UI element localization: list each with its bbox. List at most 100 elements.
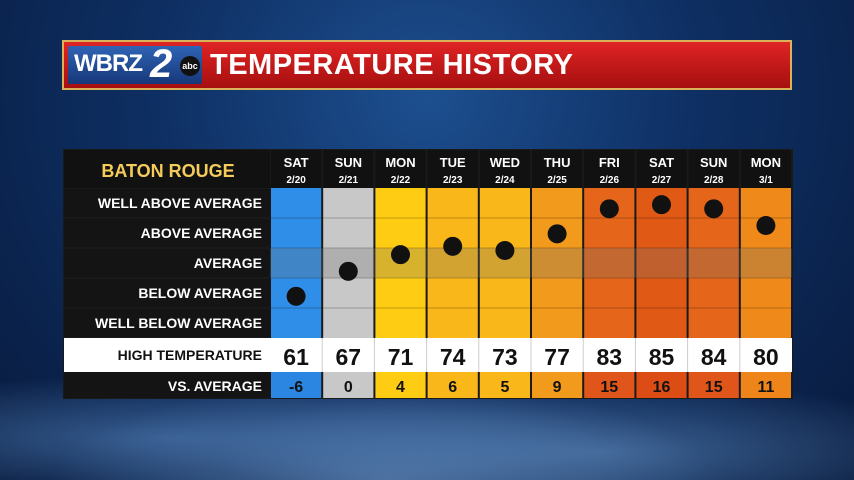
anomaly-dot: [391, 245, 410, 265]
vs-average-cell: [636, 372, 687, 398]
high-temperature-value: 71: [388, 344, 414, 370]
date-label: 2/28: [704, 175, 724, 186]
date-label: 2/26: [600, 175, 620, 186]
day-column: [532, 188, 583, 338]
day-header-cell: [740, 150, 791, 188]
anomaly-dot: [756, 216, 776, 235]
day-header-cell: [323, 150, 374, 188]
page-title: TEMPERATURE HISTORY: [210, 49, 574, 81]
date-label: 3/1: [759, 175, 773, 186]
vs-average-cell: [688, 372, 739, 398]
anomaly-dot: [547, 224, 567, 244]
cell-divider: [739, 338, 741, 372]
date-label: 2/21: [339, 175, 359, 186]
high-temperature-value: 73: [492, 344, 518, 370]
row-separator: [270, 217, 792, 219]
vs-average-value: 6: [448, 379, 457, 396]
cell-divider: [530, 338, 532, 372]
cell-divider: [687, 338, 689, 372]
vs-average-cell: [271, 372, 322, 398]
row-label-cell: [64, 279, 270, 307]
high-temperature-value: 77: [544, 344, 570, 370]
row-label-cell: [64, 249, 270, 277]
row-label: BELOW AVERAGE: [138, 285, 262, 301]
high-temperature-value: 83: [597, 344, 623, 370]
anomaly-dot: [338, 261, 358, 281]
row-separator: [270, 247, 792, 249]
day-label: FRI: [599, 155, 620, 170]
cell-divider: [426, 338, 428, 372]
vs-average-cell: [479, 372, 530, 398]
vs-average-value: 0: [344, 379, 353, 396]
vs-average-value: 9: [553, 379, 562, 396]
high-temperature-value: 84: [701, 344, 727, 370]
day-header-cell: [532, 150, 583, 188]
vs-average-label: VS. AVERAGE: [168, 378, 262, 394]
high-temperature-row: [64, 338, 792, 372]
row-label-cell: [64, 309, 270, 337]
network-logo-icon: abc: [180, 56, 200, 76]
vs-average-cell: [375, 372, 426, 398]
location-header-cell: [64, 150, 270, 188]
vs-average-value: 15: [600, 379, 618, 396]
day-label: WED: [490, 155, 520, 170]
high-temperature-value: 67: [336, 344, 362, 370]
row-label-cell: [64, 189, 270, 217]
day-header-cell: [271, 150, 322, 188]
high-temperature-label: HIGH TEMPERATURE: [118, 347, 262, 363]
anomaly-dot: [286, 286, 306, 306]
high-temperature-value: 80: [753, 344, 779, 370]
day-header-cell: [584, 150, 635, 188]
location-label: BATON ROUGE: [101, 161, 234, 181]
vs-average-cell: [323, 372, 374, 398]
vs-average-value: 15: [705, 379, 723, 396]
station-logo: WBRZ 2 abc: [68, 42, 202, 86]
day-label: SAT: [284, 155, 309, 170]
date-label: 2/25: [547, 175, 567, 186]
row-label: WELL BELOW AVERAGE: [95, 315, 262, 331]
anomaly-dot: [443, 236, 463, 256]
vs-average-label-cell: [64, 372, 270, 398]
day-label: MON: [385, 155, 415, 170]
day-header-cell: [636, 150, 687, 188]
vs-average-value: -6: [289, 379, 303, 396]
row-separator: [270, 277, 792, 279]
vs-average-value: 4: [396, 379, 405, 396]
row-label: WELL ABOVE AVERAGE: [98, 195, 262, 211]
date-label: 2/23: [443, 175, 463, 186]
day-column: [740, 188, 791, 338]
day-header-cell: [427, 150, 478, 188]
row-separator: [270, 307, 792, 309]
vs-average-value: 11: [757, 379, 774, 396]
cell-divider: [321, 338, 323, 372]
cell-divider: [478, 338, 480, 372]
day-header-cell: [688, 150, 739, 188]
logo-number: 2: [150, 42, 173, 86]
date-label: 2/22: [391, 175, 411, 186]
anomaly-dot: [495, 241, 515, 260]
anomaly-dot: [704, 199, 724, 219]
day-label: SUN: [700, 155, 727, 170]
day-label: MON: [751, 155, 781, 170]
high-temperature-value: 74: [440, 344, 466, 370]
anomaly-dot: [652, 195, 671, 215]
cell-divider: [582, 338, 584, 372]
day-label: THU: [544, 155, 571, 170]
day-column: [479, 188, 530, 338]
date-label: 2/24: [495, 175, 515, 186]
day-header-cell: [375, 150, 426, 188]
cell-divider: [634, 338, 636, 372]
vs-average-cell: [427, 372, 478, 398]
vs-average-cell: [740, 372, 791, 398]
logo-text: WBRZ: [74, 50, 143, 77]
day-label: SAT: [649, 155, 674, 170]
vs-average-value: 16: [653, 379, 671, 396]
row-label: ABOVE AVERAGE: [141, 225, 262, 241]
day-label: SUN: [335, 155, 362, 170]
vs-average-cell: [532, 372, 583, 398]
vs-average-cell: [584, 372, 635, 398]
day-column: [271, 188, 322, 338]
date-label: 2/27: [652, 175, 672, 186]
high-temperature-value: 85: [649, 344, 675, 370]
